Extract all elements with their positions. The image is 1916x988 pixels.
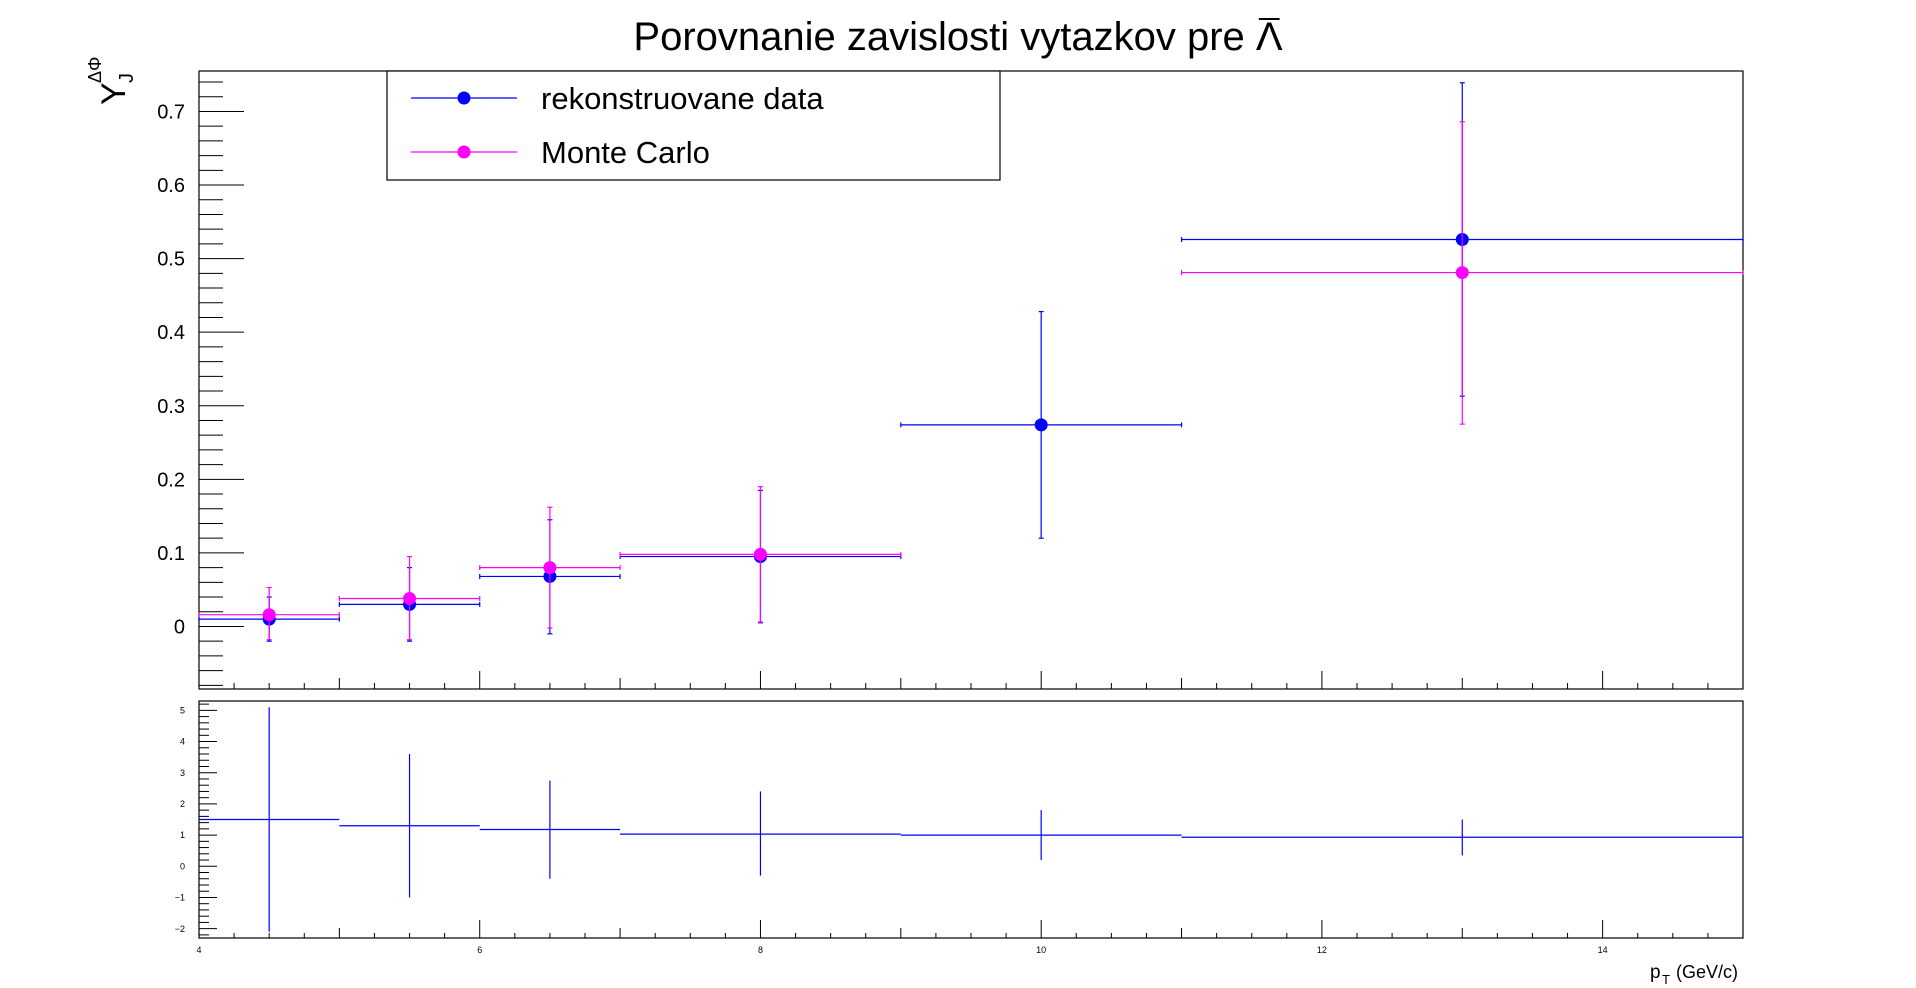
bottom-y-tick-label: 3 [180, 768, 185, 778]
legend-label-data: rekonstruovane data [541, 81, 824, 116]
bottom-y-tick-label: −2 [175, 924, 185, 934]
chart-title: Porovnanie zavislosti vytazkov pre Λ [633, 15, 1283, 59]
top-series-1-point [262, 608, 276, 622]
top-panel-axes: 0 0.1 0.2 0.3 0.4 0.5 0.6 0.7 [157, 81, 1744, 689]
bottom-y-tick-label: 1 [180, 830, 185, 840]
legend-marker-data [457, 91, 471, 105]
bottom-x-tick-label: 4 [196, 945, 201, 955]
top-y-tick-label: 0.2 [157, 469, 185, 491]
top-series-0-point [1034, 418, 1048, 432]
x-axis-label-unit: (GeV/c) [1676, 962, 1738, 982]
top-panel-marks [198, 82, 1744, 642]
legend: rekonstruovane data Monte Carlo [386, 70, 1001, 181]
top-series-1-point [753, 547, 767, 561]
top-y-tick-label: 0 [174, 616, 185, 638]
bottom-y-tick-label: 2 [180, 799, 185, 809]
bottom-y-tick-label: 4 [180, 737, 185, 747]
bottom-x-tick-label: 8 [758, 945, 763, 955]
bottom-y-tick-label: 5 [180, 706, 185, 716]
top-series-1-point [403, 592, 417, 606]
bottom-y-tick-label: 0 [180, 861, 185, 871]
legend-label-mc: Monte Carlo [541, 135, 710, 170]
top-series-1-point [1455, 266, 1469, 280]
x-axis-label-sub: T [1662, 972, 1670, 987]
legend-marker-mc [457, 145, 471, 159]
top-y-tick-label: 0.7 [157, 101, 185, 123]
top-series-1-point [543, 561, 557, 575]
y-axis-label: Y J ΔΦ [85, 57, 138, 105]
bottom-y-tick-label: −1 [175, 893, 185, 903]
bottom-x-tick-label: 14 [1598, 945, 1608, 955]
top-y-tick-label: 0.3 [157, 396, 185, 418]
top-y-tick-label: 0.6 [157, 175, 185, 197]
x-axis-label: p T (GeV/c) [1650, 962, 1738, 987]
bottom-x-tick-label: 6 [477, 945, 482, 955]
bottom-x-tick-label: 12 [1317, 945, 1327, 955]
bottom-panel-marks [199, 707, 1743, 932]
bottom-x-tick-label: 10 [1036, 945, 1046, 955]
y-axis-label-sub: J [116, 73, 138, 83]
top-y-tick-label: 0.5 [157, 249, 185, 271]
x-axis-label-main: p [1650, 962, 1661, 983]
bottom-panel-frame [198, 700, 1744, 939]
legend-box [386, 70, 1001, 181]
y-axis-label-main: Y [95, 82, 133, 105]
top-y-tick-label: 0.4 [157, 322, 185, 344]
y-axis-label-sup: ΔΦ [85, 57, 105, 83]
top-y-tick-label: 0.1 [157, 543, 185, 565]
